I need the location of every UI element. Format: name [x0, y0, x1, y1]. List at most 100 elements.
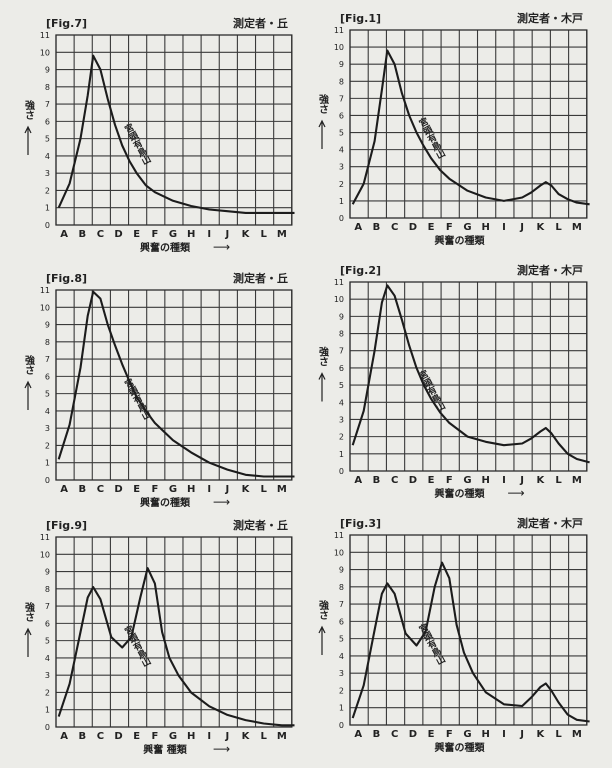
x-tick-label: G [169, 731, 177, 742]
x-tick-label: G [463, 222, 471, 233]
y-tick-label: 10 [40, 48, 50, 57]
chart-grid [55, 289, 293, 481]
measurer-label: 測定者・木戸 [517, 11, 583, 25]
x-axis-label: 興奮の種類 [435, 487, 486, 500]
y-tick-label: 5 [339, 129, 344, 138]
y-tick-label: 8 [45, 338, 50, 347]
x-tick-label: G [169, 229, 177, 240]
y-tick-label: 2 [339, 686, 344, 695]
y-tick-label: 11 [334, 26, 344, 35]
y-tick-label: 3 [45, 671, 50, 680]
x-tick-label: E [133, 484, 140, 495]
x-tick-label: A [354, 729, 362, 740]
y-tick-label: 3 [339, 415, 344, 424]
y-tick-label: 6 [339, 111, 344, 120]
x-axis-arrow: ⟶ [213, 495, 230, 509]
y-tick-label: 8 [339, 583, 344, 592]
figure-title: [Fig.9] [46, 519, 87, 532]
x-tick-label: H [482, 475, 490, 486]
y-tick-label: 7 [339, 600, 344, 609]
x-tick-label: C [391, 729, 398, 740]
y-tick-label: 4 [45, 152, 50, 161]
y-tick-label: 6 [45, 619, 50, 628]
y-tick-label: 5 [339, 635, 344, 644]
x-tick-label: F [151, 731, 158, 742]
x-tick-label: G [463, 475, 471, 486]
x-tick-label: A [60, 229, 68, 240]
y-axis-label: 強さ [23, 99, 35, 120]
curve-annotation: 宮頭有鳥山 [415, 621, 446, 667]
x-tick-label: L [555, 475, 562, 486]
y-tick-label: 1 [339, 704, 344, 713]
x-tick-label: K [536, 729, 545, 740]
x-tick-label: L [555, 222, 562, 233]
y-tick-label: 2 [339, 180, 344, 189]
y-axis-arrowhead [24, 125, 32, 134]
x-tick-label: A [354, 475, 362, 486]
x-tick-label: F [151, 484, 158, 495]
y-tick-label: 6 [45, 372, 50, 381]
y-tick-label: 5 [45, 637, 50, 646]
y-tick-label: 9 [45, 321, 50, 330]
figure-title: [Fig.7] [46, 17, 87, 30]
x-tick-label: J [519, 222, 524, 233]
x-tick-label: J [225, 484, 230, 495]
measurer-label: 測定者・丘 [233, 16, 288, 30]
chart-grid [349, 281, 588, 472]
x-tick-label: L [261, 731, 268, 742]
y-tick-label: 3 [339, 669, 344, 678]
x-tick-label: L [555, 729, 562, 740]
y-tick-label: 10 [334, 43, 344, 52]
x-axis-arrow: ⟶ [508, 486, 525, 500]
x-tick-label: K [242, 229, 251, 240]
x-tick-label: A [354, 222, 362, 233]
x-tick-label: E [428, 475, 435, 486]
y-tick-label: 10 [40, 550, 50, 559]
x-tick-label: B [78, 731, 86, 742]
y-tick-label: 9 [339, 566, 344, 575]
y-tick-label: 4 [45, 407, 50, 416]
x-tick-label: D [114, 731, 122, 742]
y-tick-label: 10 [40, 303, 50, 312]
chart-panel-4: 0 1 2 3 4 5 6 7 8 9 10 11 A B C D E F G H I J K L M [Fig.2] 測定者・木戸… [317, 263, 590, 500]
y-tick-label: 6 [339, 617, 344, 626]
x-tick-label: J [225, 731, 230, 742]
x-tick-label: J [519, 729, 524, 740]
x-tick-label: I [502, 222, 506, 233]
series-line [57, 290, 295, 478]
x-tick-label: D [409, 222, 417, 233]
y-tick-label: 9 [339, 60, 344, 69]
y-tick-label: 8 [45, 83, 50, 92]
x-tick-label: D [409, 729, 417, 740]
y-tick-label: 9 [45, 66, 50, 75]
y-tick-label: 5 [45, 135, 50, 144]
y-tick-label: 3 [45, 169, 50, 178]
x-tick-label: I [207, 229, 211, 240]
y-tick-label: 2 [45, 688, 50, 697]
y-tick-label: 7 [339, 94, 344, 103]
x-axis-label: 興奮の種類 [435, 234, 486, 247]
y-tick-label: 11 [40, 31, 50, 40]
y-tick-label: 9 [339, 312, 344, 321]
x-tick-label: H [482, 222, 490, 233]
series-line [351, 49, 590, 206]
x-tick-label: I [207, 484, 211, 495]
y-axis-arrowhead [24, 627, 32, 636]
y-tick-label: 11 [40, 286, 50, 295]
x-tick-label: K [536, 475, 545, 486]
y-tick-label: 8 [339, 330, 344, 339]
chart-panel-5: 0 1 2 3 4 5 6 7 8 9 10 11 A B C D E F G H I J K L M [Fig.9] 測定者・丘強… [23, 518, 295, 756]
x-tick-label: H [187, 484, 195, 495]
chart-frame [349, 534, 588, 726]
measurer-label: 測定者・木戸 [517, 516, 583, 530]
y-tick-label: 11 [334, 531, 344, 540]
y-tick-label: 7 [45, 602, 50, 611]
x-tick-label: M [572, 729, 582, 740]
y-axis-arrowhead [318, 119, 326, 128]
y-tick-label: 2 [45, 441, 50, 450]
curve-annotation: 宮頭有鳥山 [121, 121, 152, 167]
chart-panel-2: 0 1 2 3 4 5 6 7 8 9 10 11 A B C D E F G H I J K L M [Fig.1] 測定者・木戸… [317, 11, 590, 247]
x-tick-label: K [242, 731, 251, 742]
x-tick-label: L [261, 229, 268, 240]
